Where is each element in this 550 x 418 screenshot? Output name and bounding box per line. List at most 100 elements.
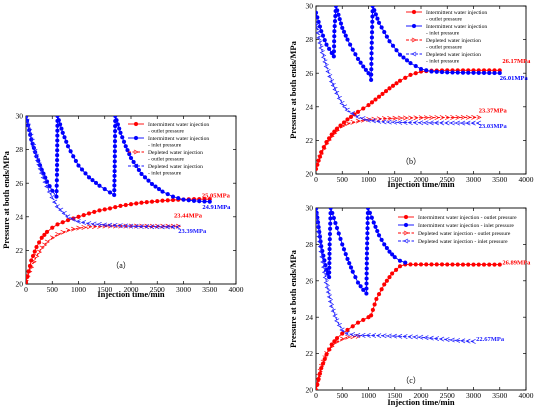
series-3-point bbox=[128, 223, 134, 229]
series-1-point bbox=[341, 29, 347, 34]
series-3-point bbox=[470, 338, 476, 344]
series-1-point bbox=[331, 54, 336, 59]
legend-entry: Intermittent water injection bbox=[426, 10, 487, 16]
y-tick-label: 30 bbox=[306, 204, 314, 213]
legend-swatch-marker bbox=[133, 149, 139, 155]
series-1-point bbox=[364, 276, 369, 281]
series-1-point bbox=[334, 225, 340, 231]
series-1-point bbox=[207, 199, 212, 204]
x-tick-label: 2000 bbox=[414, 391, 429, 400]
series-1-point bbox=[68, 149, 73, 154]
series-0-point bbox=[50, 225, 55, 230]
series-0-point bbox=[408, 262, 413, 267]
series-1-point bbox=[79, 167, 85, 172]
y-tick-label: 20 bbox=[306, 170, 314, 179]
series-2-point bbox=[355, 118, 361, 124]
y-tick-label: 30 bbox=[16, 112, 24, 121]
series-3-point bbox=[65, 214, 71, 220]
series-1-point bbox=[332, 39, 337, 44]
series-2-point bbox=[316, 379, 321, 384]
legend-swatch-marker bbox=[403, 214, 409, 220]
series-2-point bbox=[27, 269, 33, 275]
series-0-point bbox=[113, 205, 118, 210]
series-3-point bbox=[26, 118, 30, 124]
value-annotation: 24.91MPa bbox=[202, 204, 231, 211]
series-1-point bbox=[401, 55, 406, 60]
series-1-point bbox=[365, 236, 370, 241]
series-1-point bbox=[117, 126, 122, 131]
series-1-point bbox=[455, 70, 460, 75]
x-tick-label: 2500 bbox=[440, 391, 455, 400]
series-3-point bbox=[164, 224, 171, 230]
legend-entry: Depleted water injection bbox=[148, 150, 203, 156]
series-1-point bbox=[97, 183, 102, 188]
series-0-point bbox=[390, 83, 396, 88]
series-3-point bbox=[37, 166, 43, 172]
series-0-point bbox=[471, 262, 476, 267]
series-1-point bbox=[316, 208, 319, 211]
series-1-point bbox=[55, 158, 60, 163]
series-3-point bbox=[96, 222, 102, 227]
series-1-point bbox=[338, 21, 344, 26]
series-2-point bbox=[444, 115, 451, 120]
legend-swatch-marker bbox=[133, 121, 139, 127]
series-3-point bbox=[465, 120, 471, 126]
x-tick-label: 1500 bbox=[97, 285, 112, 294]
series-1-point bbox=[112, 173, 117, 179]
value-annotation: 26.17MPa bbox=[502, 58, 531, 65]
series-1-point bbox=[191, 198, 197, 203]
series-group bbox=[316, 208, 502, 390]
series-0-point bbox=[439, 262, 445, 267]
series-1-point bbox=[370, 24, 375, 30]
series-group bbox=[26, 116, 212, 284]
series-1-point bbox=[112, 134, 118, 139]
series-3-point bbox=[320, 54, 327, 60]
series-2-point bbox=[318, 363, 325, 369]
series-3-point bbox=[320, 259, 326, 265]
series-2-point bbox=[332, 130, 338, 136]
series-2-point bbox=[334, 339, 340, 345]
series-1-point bbox=[327, 265, 332, 270]
series-1-point bbox=[331, 44, 337, 49]
series-1-point bbox=[476, 70, 481, 75]
legend-entry: Intermittent water injection bbox=[148, 122, 209, 128]
series-1-point bbox=[327, 275, 332, 280]
series-2-point bbox=[460, 114, 466, 120]
series-1-point bbox=[54, 178, 59, 183]
series-2-point bbox=[316, 159, 321, 164]
series-2-point bbox=[318, 151, 325, 157]
series-2-point bbox=[316, 384, 319, 388]
series-1-point bbox=[102, 186, 107, 192]
x-tick-label: 2000 bbox=[124, 285, 139, 294]
series-1-point bbox=[487, 70, 492, 76]
legend: Intermittent water injection - outlet pr… bbox=[398, 214, 517, 245]
panel-label: （b） bbox=[401, 157, 421, 166]
series-1-point bbox=[343, 33, 348, 38]
series-1-point bbox=[47, 184, 52, 189]
series-2-point bbox=[324, 141, 330, 147]
series-1-point bbox=[369, 40, 374, 45]
series-1-point bbox=[328, 216, 333, 221]
series-1-point bbox=[83, 171, 88, 176]
series-1-point bbox=[369, 61, 374, 67]
y-tick-label: 22 bbox=[306, 136, 314, 145]
series-1-point bbox=[370, 14, 375, 19]
series-0-point bbox=[361, 106, 366, 111]
x-tick-label: 2500 bbox=[150, 285, 165, 294]
series-2-point bbox=[339, 123, 346, 129]
series-2-point bbox=[39, 245, 45, 251]
series-0-point bbox=[81, 213, 86, 218]
plot-frame bbox=[315, 5, 527, 175]
series-3-point bbox=[36, 162, 42, 168]
x-axis-label: Injection time/min bbox=[387, 179, 455, 189]
series-3-point bbox=[30, 143, 37, 149]
series-2-point bbox=[44, 239, 50, 245]
series-1-point bbox=[317, 24, 323, 29]
x-tick-label: 500 bbox=[47, 285, 59, 294]
legend-entry: - inlet pressure bbox=[426, 31, 460, 37]
series-2-point bbox=[392, 115, 398, 121]
series-2-point bbox=[28, 264, 35, 270]
series-line-3 bbox=[316, 22, 479, 124]
series-1-point bbox=[345, 256, 350, 262]
